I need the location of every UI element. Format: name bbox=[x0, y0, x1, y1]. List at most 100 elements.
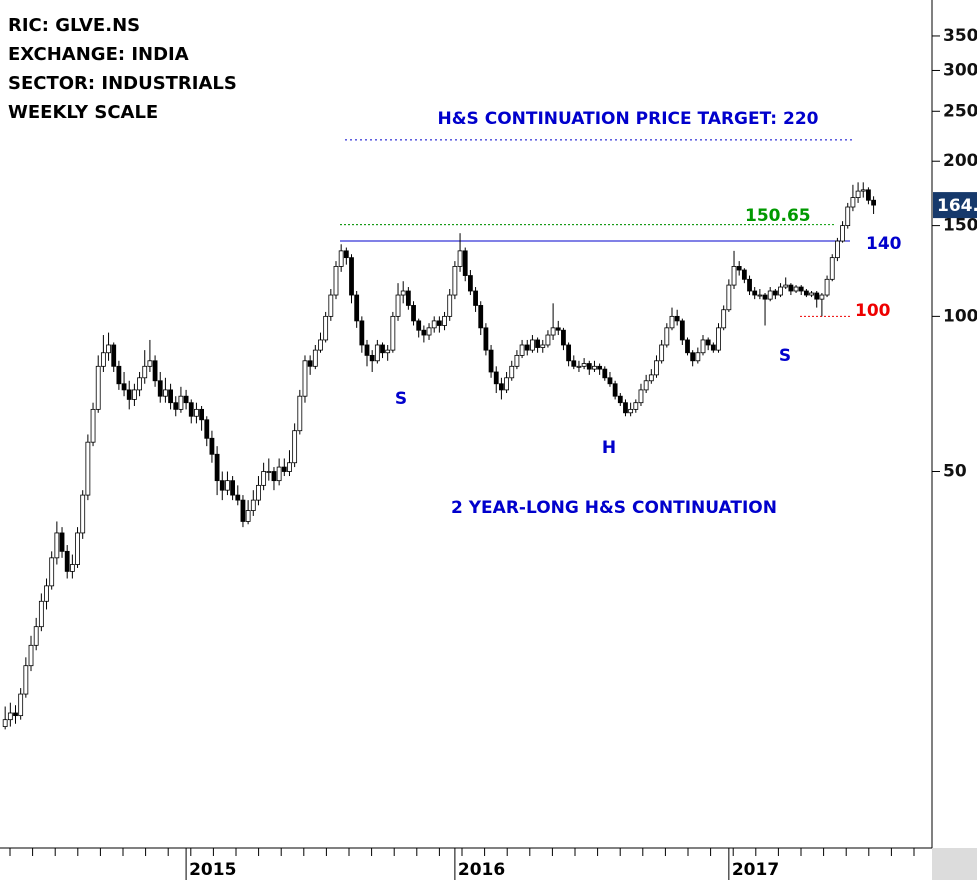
candle-body bbox=[95, 365, 101, 410]
candle-body bbox=[121, 383, 127, 391]
annotation: S bbox=[779, 346, 791, 366]
candle-body bbox=[633, 402, 639, 410]
candle-body bbox=[23, 665, 29, 695]
y-tick-label: 300 bbox=[943, 60, 977, 80]
candle-body bbox=[297, 395, 303, 432]
candle-body bbox=[705, 339, 711, 346]
candle-body bbox=[457, 250, 463, 267]
candle-body bbox=[194, 408, 199, 417]
plot-layer: RIC: GLVE.NS EXCHANGE: INDIA SECTOR: INDUS… bbox=[2, 15, 977, 880]
candle-body bbox=[7, 712, 13, 721]
candle-body bbox=[416, 320, 422, 331]
level-label: H&S CONTINUATION PRICE TARGET: 220 bbox=[438, 109, 819, 129]
candle-body bbox=[80, 494, 86, 534]
candle-body bbox=[106, 344, 111, 354]
candle-body bbox=[819, 294, 825, 300]
candle-body bbox=[747, 278, 752, 292]
candle-body bbox=[214, 453, 220, 482]
candle-body bbox=[400, 290, 406, 296]
candle-body bbox=[312, 349, 318, 367]
candle-body bbox=[674, 315, 680, 322]
candle-body bbox=[111, 344, 117, 367]
price-tag bbox=[933, 192, 977, 219]
candle-body bbox=[478, 305, 484, 329]
candle-body bbox=[685, 339, 690, 354]
candle-body bbox=[555, 327, 561, 331]
x-tick-label: 2016 bbox=[458, 860, 505, 880]
info-line: RIC: GLVE.NS bbox=[8, 15, 140, 36]
level-label: 140 bbox=[866, 234, 902, 254]
candle-body bbox=[380, 344, 385, 354]
candle-body bbox=[204, 419, 210, 439]
candle-body bbox=[250, 499, 256, 511]
candle-body bbox=[292, 430, 298, 464]
candle-body bbox=[690, 352, 696, 362]
candle-body bbox=[721, 309, 727, 329]
candle-body bbox=[628, 408, 634, 414]
candle-body bbox=[850, 197, 856, 208]
candle-body bbox=[436, 320, 442, 326]
candle-body bbox=[38, 600, 44, 628]
candle-body bbox=[602, 368, 608, 379]
candle-body bbox=[741, 269, 747, 280]
candle-body bbox=[421, 329, 427, 336]
candle-body bbox=[462, 250, 468, 276]
candle-body bbox=[835, 240, 840, 259]
annotation: S bbox=[395, 389, 407, 409]
candle-body bbox=[530, 339, 535, 351]
candle-body bbox=[442, 315, 447, 326]
candle-body bbox=[390, 315, 396, 351]
candle-body bbox=[271, 471, 277, 482]
candle-body bbox=[571, 360, 577, 367]
candle-body bbox=[225, 480, 230, 491]
candle-body bbox=[679, 320, 685, 341]
candle-body bbox=[116, 365, 122, 385]
candle-body bbox=[354, 294, 360, 322]
candle-body bbox=[612, 383, 618, 397]
level-label: 150.65 bbox=[745, 206, 811, 226]
candle-body bbox=[59, 532, 65, 552]
candle-body bbox=[473, 290, 478, 306]
candle-body bbox=[13, 712, 18, 717]
candle-body bbox=[426, 327, 432, 336]
candle-body bbox=[137, 377, 142, 391]
candle-body bbox=[343, 250, 349, 259]
candle-body bbox=[607, 377, 613, 385]
candle-body bbox=[374, 344, 380, 362]
candle-body bbox=[75, 532, 80, 565]
candle-body bbox=[793, 286, 799, 292]
candle-body bbox=[731, 266, 737, 286]
candle-body bbox=[648, 374, 654, 382]
candle-body bbox=[261, 471, 267, 486]
candle-body bbox=[545, 334, 551, 346]
candle-body bbox=[860, 189, 866, 192]
candle-body bbox=[307, 360, 313, 367]
candle-body bbox=[431, 320, 437, 329]
candle-body bbox=[617, 395, 623, 404]
candle-body bbox=[752, 290, 758, 296]
candle-body bbox=[302, 360, 308, 397]
candle-body bbox=[798, 286, 804, 292]
candle-body bbox=[871, 199, 876, 206]
candle-body bbox=[669, 315, 675, 329]
candle-body bbox=[452, 266, 458, 296]
candle-body bbox=[276, 466, 282, 482]
candle-body bbox=[783, 284, 789, 288]
candle-body bbox=[524, 344, 530, 351]
candle-body bbox=[219, 480, 225, 491]
candle-body bbox=[287, 462, 292, 472]
y-tick-label: 50 bbox=[943, 462, 967, 482]
candle-body bbox=[586, 363, 592, 370]
candle-body bbox=[643, 380, 649, 391]
candle-body bbox=[762, 294, 768, 300]
candle-body bbox=[855, 190, 861, 198]
candle-body bbox=[447, 294, 453, 317]
candle-body bbox=[866, 189, 871, 201]
candle-body bbox=[493, 371, 499, 385]
candle-body bbox=[576, 365, 582, 368]
candle-body bbox=[163, 389, 168, 397]
candle-body bbox=[778, 286, 783, 296]
candle-body bbox=[824, 278, 830, 296]
